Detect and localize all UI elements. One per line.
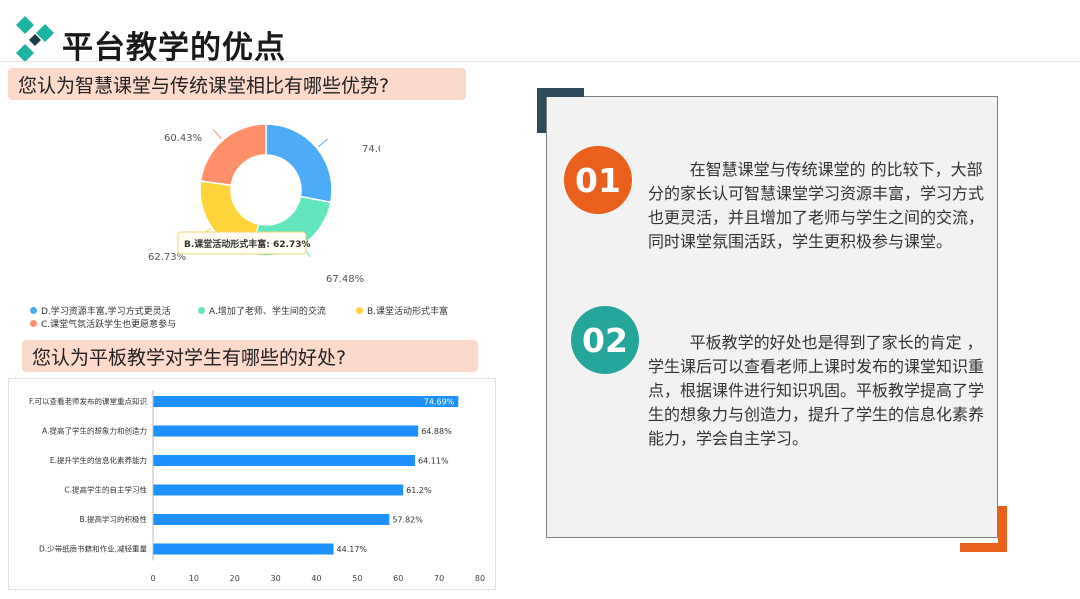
bar-3[interactable] bbox=[153, 484, 404, 496]
x-tick-label: 0 bbox=[150, 574, 155, 583]
donut-label-b: 62.73% bbox=[148, 252, 186, 263]
point-badge-02: 02 bbox=[571, 306, 639, 374]
bar-value-label: 61.2% bbox=[406, 486, 432, 495]
point-text-01: 在智慧课堂与传统课堂的 的比较下，大部分的家长认可智慧课堂学习资源丰富，学习方式… bbox=[648, 160, 985, 251]
donut-tooltip-box bbox=[177, 231, 307, 255]
bar-2[interactable] bbox=[153, 455, 416, 466]
point-badge-01: 01 bbox=[564, 146, 632, 214]
x-tick-label: 30 bbox=[271, 574, 281, 583]
x-tick-label: 60 bbox=[393, 574, 403, 583]
donut-leader-c bbox=[213, 129, 222, 140]
bar-category-label: B.提高学习的积极性 bbox=[79, 514, 147, 524]
bar-category-label: F.可以查看老师发布的课堂重点知识 bbox=[29, 396, 147, 406]
x-tick-label: 50 bbox=[352, 574, 362, 583]
bar-value-label: 74.69% bbox=[424, 398, 455, 407]
x-tick-label: 70 bbox=[434, 574, 444, 583]
bar-category-label: C.提高学生的自主学习性 bbox=[64, 485, 147, 495]
donut-slice-c[interactable] bbox=[199, 123, 267, 187]
donut-tooltip: B.课堂活动形式丰富: 62.73% bbox=[177, 231, 311, 255]
question-1-text: 您认为智慧课堂与传统课堂相比有哪些优势? bbox=[18, 74, 390, 97]
legend-dot-a bbox=[198, 307, 205, 314]
x-tick-label: 10 bbox=[189, 574, 199, 583]
x-tick-label: 20 bbox=[230, 574, 240, 583]
bar-1[interactable] bbox=[153, 425, 419, 437]
legend-item-a[interactable]: A.增加了老师、学生间的交流 bbox=[198, 304, 326, 317]
point-text-02: 平板教学的好处也是得到了家长的肯定 ，学生课后可以查看老师上课时发布的课堂知识重… bbox=[648, 333, 985, 448]
corner-bracket-top-left bbox=[537, 88, 584, 133]
bar-0[interactable] bbox=[153, 396, 459, 407]
legend-dot-b bbox=[356, 307, 363, 314]
corner-bracket-bottom-right bbox=[960, 506, 1007, 552]
bar-category-label: D.少带纸质书籍和作业,减轻重量 bbox=[39, 544, 148, 554]
bar-4[interactable] bbox=[153, 514, 390, 525]
bar-category-label: E.提升学生的信息化素养能力 bbox=[50, 455, 147, 465]
x-tick-label: 40 bbox=[311, 574, 321, 583]
legend-dot-c bbox=[30, 320, 37, 327]
donut-label-c: 60.43% bbox=[164, 133, 202, 144]
page-title: 平台教学的优点 bbox=[62, 30, 286, 66]
x-tick-label: 80 bbox=[475, 574, 485, 583]
legend-item-c[interactable]: C.课堂气氛活跃学生也更愿意参与 bbox=[30, 317, 176, 330]
donut-chart: 74.08% 67.48% 62.73% 60.43% B.课堂活动形式丰富: 62.7… bbox=[148, 123, 380, 285]
legend-item-b[interactable]: B.课堂活动形式丰富 bbox=[356, 304, 448, 317]
legend-label-c: C.课堂气氛活跃学生也更愿意参与 bbox=[41, 320, 177, 330]
legend-label-b: B.课堂活动形式丰富 bbox=[367, 307, 449, 317]
legend-dot-d bbox=[30, 307, 37, 314]
bar-chart: F.可以查看老师发布的课堂重点知识 74.69% A.提高了学生的想象力和创造力 64… bbox=[29, 390, 485, 583]
donut-label-a: 67.48% bbox=[326, 274, 364, 285]
logo-diamonds-icon bbox=[16, 16, 54, 62]
title-divider bbox=[0, 61, 1080, 62]
donut-leader-d bbox=[318, 138, 328, 148]
donut-slice-d[interactable] bbox=[265, 123, 333, 204]
legend-label-d: D.学习资源丰富,学习方式更灵活 bbox=[41, 307, 171, 317]
bar-value-label: 57.82% bbox=[392, 516, 423, 525]
question-2-text: 您认为平板教学对学生有哪些的好处? bbox=[32, 346, 347, 369]
donut-tooltip-text: B.课堂活动形式丰富: 62.73% bbox=[184, 238, 311, 250]
legend-item-d[interactable]: D.学习资源丰富,学习方式更灵活 bbox=[30, 304, 171, 317]
bar-chart-frame bbox=[8, 378, 496, 590]
question-1-banner: 您认为智慧课堂与传统课堂相比有哪些优势? bbox=[8, 68, 466, 100]
bar-category-label: A.提高了学生的想象力和创造力 bbox=[42, 426, 147, 436]
legend-label-a: A.增加了老师、学生间的交流 bbox=[209, 307, 326, 317]
bar-5[interactable] bbox=[153, 543, 334, 555]
bar-value-label: 44.17% bbox=[337, 545, 368, 554]
bar-value-label: 64.11% bbox=[418, 457, 449, 466]
question-2-banner: 您认为平板教学对学生有哪些的好处? bbox=[22, 340, 478, 372]
bar-value-label: 64.88% bbox=[421, 427, 452, 436]
donut-label-d: 74.08% bbox=[362, 144, 380, 155]
